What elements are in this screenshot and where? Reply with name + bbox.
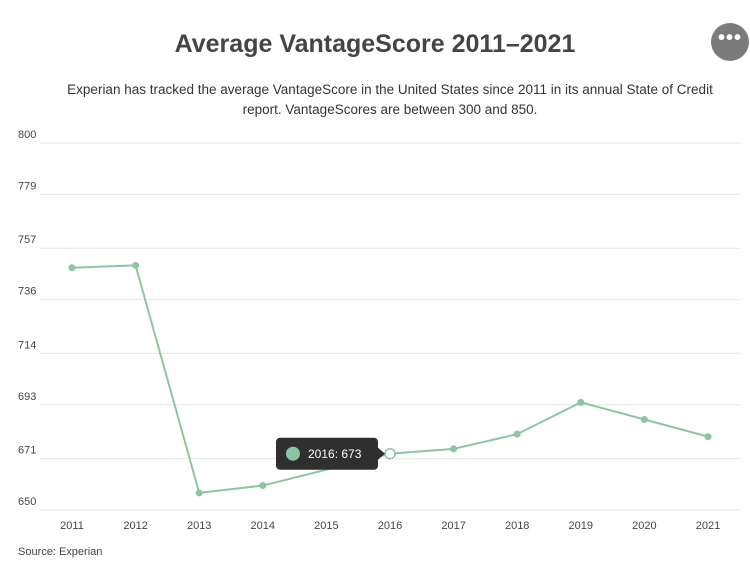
y-tick-label: 736 <box>18 286 36 298</box>
data-point[interactable] <box>384 447 396 460</box>
x-tick-label: 2018 <box>505 520 529 532</box>
data-point[interactable] <box>577 398 585 406</box>
source-note: Source: Experian <box>18 546 103 558</box>
x-tick-label: 2019 <box>569 520 593 532</box>
data-point[interactable] <box>68 264 76 272</box>
data-point[interactable] <box>259 482 267 490</box>
x-tick-label: 2015 <box>314 520 338 532</box>
y-tick-label: 714 <box>18 339 36 351</box>
data-point[interactable] <box>640 415 648 423</box>
series-line <box>71 264 709 494</box>
data-point[interactable] <box>195 489 203 497</box>
tooltip-box <box>276 437 378 470</box>
y-tick-label: 757 <box>18 234 36 246</box>
y-tick-label: 800 <box>18 129 36 141</box>
more-options-button[interactable]: ••• <box>711 23 749 61</box>
x-tick-label: 2013 <box>187 520 211 532</box>
tooltip-swatch <box>286 446 300 461</box>
y-tick-label: 693 <box>18 391 36 403</box>
data-point[interactable] <box>513 430 521 438</box>
x-tick-label: 2016 <box>378 520 402 532</box>
data-point[interactable] <box>132 261 140 269</box>
tooltip-arrow <box>378 447 385 460</box>
x-tick-label: 2014 <box>251 520 275 532</box>
x-tick-label: 2021 <box>696 520 720 532</box>
chart-title: Average VantageScore 2011–2021 <box>174 30 576 58</box>
x-tick-label: 2017 <box>441 520 465 532</box>
x-tick-label: 2020 <box>632 520 656 532</box>
y-tick-label: 671 <box>18 445 36 457</box>
tooltip-text: 2016: 673 <box>308 447 362 461</box>
x-tick-label: 2011 <box>60 520 84 532</box>
tooltip: 2016: 673 <box>276 437 385 470</box>
y-tick-label: 650 <box>18 496 36 508</box>
chart-subtitle: Experian has tracked the average Vantage… <box>67 82 713 117</box>
y-tick-label: 779 <box>18 180 36 192</box>
x-tick-label: 2012 <box>123 520 147 532</box>
data-point[interactable] <box>704 433 712 441</box>
data-point[interactable] <box>450 445 458 453</box>
more-horizontal-icon: ••• <box>717 26 742 49</box>
